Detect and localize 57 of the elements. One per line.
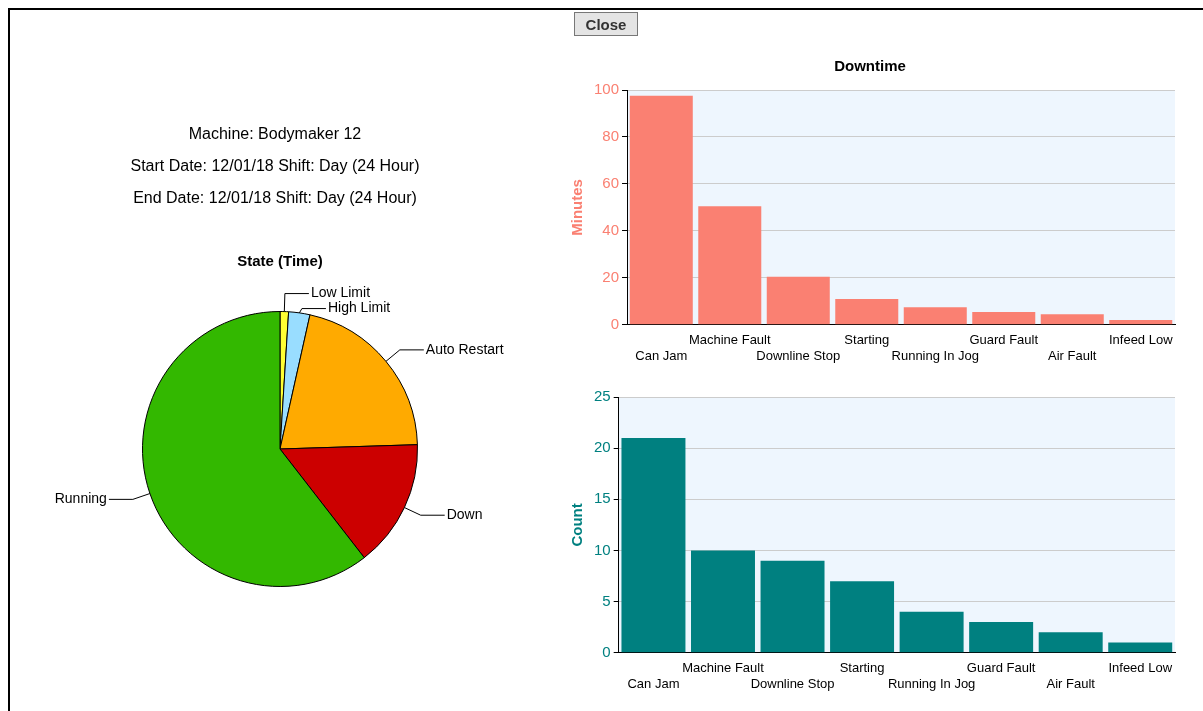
bar [766, 276, 830, 325]
x-tick-label: Infeed Low [1108, 660, 1173, 676]
slice-label: High Limit [327, 299, 391, 316]
y-tick-label: 15 [594, 489, 611, 507]
x-tick-label: Infeed Low [1108, 332, 1174, 348]
text: Start Date: 12/01/18 Shift: Day (24 Hour) [129, 157, 421, 175]
bar [835, 298, 899, 325]
y-tick-label: 0 [602, 642, 611, 660]
x-tick-label: Can Jam [627, 675, 680, 691]
y-tick-label: 20 [594, 438, 611, 456]
y-tick-label: 10 [594, 540, 611, 558]
y-tick-label: 20 [602, 267, 620, 285]
x-tick-label: Starting [844, 332, 890, 348]
y-tick-label: 25 [594, 387, 611, 405]
y-axis-title: Count [568, 503, 586, 547]
text: Close [574, 12, 638, 36]
y-tick-label: 40 [602, 221, 620, 239]
chart-title: Downtime [834, 57, 906, 75]
text: Machine: Bodymaker 12 [187, 125, 363, 143]
slice-label: Down [446, 506, 483, 523]
bar [698, 206, 762, 325]
bar [899, 611, 964, 653]
bar [691, 550, 755, 653]
x-tick-label: Air Fault [1046, 675, 1096, 691]
x-tick-label: Running In Jog [887, 675, 976, 691]
bar [1038, 632, 1103, 653]
y-axis-title: Minutes [568, 179, 586, 236]
x-tick-label: Guard Fault [966, 660, 1036, 676]
x-tick-label: Machine Fault [682, 660, 765, 676]
bar [903, 307, 967, 325]
y-tick-label: 5 [602, 591, 611, 609]
x-tick-label: Air Fault [1048, 347, 1097, 363]
x-tick-label: Running In Jog [891, 347, 979, 363]
x-tick-label: Downline Stop [756, 347, 841, 363]
slice-label: Running [54, 490, 107, 507]
bar [1108, 642, 1173, 653]
y-tick-label: 100 [594, 80, 620, 98]
x-tick-label: Guard Fault [969, 332, 1039, 348]
chart-title: State (Time) [237, 252, 323, 270]
y-tick-label: 60 [602, 174, 620, 192]
x-tick-label: Starting [839, 660, 885, 676]
slice-label: Auto Restart [425, 340, 504, 357]
slice-label: Low Limit [310, 284, 371, 301]
bar [972, 311, 1036, 325]
bar [760, 560, 825, 653]
bar [1109, 320, 1173, 325]
text: End Date: 12/01/18 Shift: Day (24 Hour) [132, 189, 418, 207]
y-tick-label: 80 [602, 127, 620, 145]
bar [621, 437, 686, 653]
bar [1040, 314, 1104, 325]
x-tick-label: Can Jam [635, 347, 688, 363]
x-tick-label: Machine Fault [688, 332, 771, 348]
bar [629, 95, 693, 325]
x-tick-label: Downline Stop [750, 675, 835, 691]
bar [830, 581, 895, 653]
y-tick-label: 0 [610, 314, 620, 332]
bar [969, 622, 1034, 653]
